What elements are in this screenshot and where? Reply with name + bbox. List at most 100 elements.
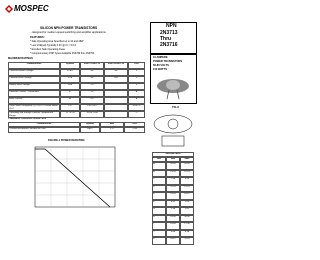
table-cell: V [128,69,145,76]
header-cell: Unit [124,122,145,127]
header-cell: 2N3714 2N3716 [104,62,128,69]
feature-item: * Complementary PNP Types Available 2N37… [30,52,95,55]
table-cell: C [152,177,166,185]
table-cell: D [152,184,166,192]
table-cell: IB [60,97,80,104]
table-cell: 17.30 [180,222,194,230]
description-line: 150 WATTS [153,68,167,71]
part-box [150,22,197,54]
subtitle: ...designed for medium-speed switching a… [30,31,107,34]
table-cell: 4.0 [80,97,104,104]
header-cell: 2N3713 2N3715 [80,62,104,69]
table-cell: G [152,207,166,215]
table-cell: 26.67 [180,192,194,200]
package-image [157,79,189,100]
package-name: TO-3 [172,105,179,109]
table-cell: °C/W [124,127,145,133]
table-cell: Emitter-Base Voltage [8,83,60,90]
table-cell: 10 [80,90,104,97]
table-cell: J [152,229,166,237]
header-cell: Symbol [80,122,100,127]
table-cell: 39.00 [166,162,180,170]
table-cell: V [128,76,145,83]
description-line: POWER TRANSISTORS [153,60,183,63]
table-cell: 100 [104,76,128,83]
table-cell [104,111,128,118]
table-cell: K [152,237,166,245]
derating-graph [34,146,116,208]
table-cell: -65 to +200 [80,111,104,118]
header-cell: Characteristic [8,122,80,127]
table-cell: 1.09 [180,199,194,207]
table-cell: B [152,169,166,177]
table-cell: 4.36 [180,229,194,237]
figure-caption: FIGURE-1 POWER DERATING [48,139,85,142]
table-cell: 12.19 [180,184,194,192]
part-number: 2N3716 [160,42,178,48]
table-cell: I [152,222,166,230]
header-cell: Symbol [60,62,80,69]
table-cell: 150 0.857 [80,104,104,111]
table-cell: 11.18 [166,184,180,192]
table-cell: 16.64 [166,222,180,230]
header-cell: Max [100,122,124,127]
table-cell: PD [60,104,80,111]
table-cell: VEB [60,83,80,90]
table-cell: 80 [104,69,128,76]
part-number: Thru [160,36,172,42]
description-box [150,54,197,104]
table-cell: Collector Current - Continuous [8,90,60,97]
header-cell: Unit [128,62,145,69]
header-cell: MAX [180,157,194,162]
table-cell [104,104,128,111]
table-cell: 19.28 [166,169,180,177]
table-cell: E [152,192,166,200]
table-cell: 1.17 [100,127,124,133]
table-cell: 60 [80,69,104,76]
table-cell: F [152,199,166,207]
header-cell: Characteristic [8,62,60,69]
logo-icon [5,5,13,13]
feature-item: * Excellent Safe Operating Areas [30,48,65,51]
table-cell: °C [128,111,145,118]
table-cell: V [128,83,145,90]
table-cell: RθJC [80,127,100,133]
part-type: NPN [166,23,177,29]
table-cell: 25.20 [166,192,180,200]
table-cell [104,90,128,97]
table-cell: Base Current [8,97,60,104]
table-cell: 80 [80,76,104,83]
table-cell: 1.62 [180,207,194,215]
table-cell: VCEO [60,69,80,76]
feature-item: * Safe Operating Area Specified up to 4A… [30,40,84,43]
table-cell: Collector-Base Voltage [8,76,60,83]
table-cell: A [128,90,145,97]
table-cell [104,97,128,104]
package-drawing [153,114,193,147]
table-cell: Collector-Emitter Voltage [8,69,60,76]
feature-item: * Low VCE(sat) Typically 0.3V @ IC = 5.0… [30,44,77,47]
table-cell: TJ,TSTG [60,111,80,118]
logo: MOSPEC [14,4,49,13]
table-cell: VCB [60,76,80,83]
part-number: 2N3713 [160,30,178,36]
max-ratings-heading: MAXIMUM RATINGS [8,57,33,60]
description-line: 60-80 VOLTS [153,64,169,67]
table-cell: 10.67 [166,237,180,245]
description-line: 10 AMPERE [153,56,168,59]
table-cell: A [152,162,166,170]
title: SILICON NPN POWER TRANSISTORS [40,26,98,30]
table-cell: 29.90 [166,214,180,222]
table-cell: Total Power Dissipation @TC=25°C Derate … [8,104,60,111]
table-cell: IC [60,90,80,97]
table-cell: 22.23 [180,169,194,177]
table-cell: 7.96 [166,177,180,185]
table-cell: A [128,97,145,104]
table-cell: 30.40 [180,214,194,222]
table-cell: 1.38 [166,207,180,215]
table-cell: 11.18 [180,237,194,245]
table-cell [104,83,128,90]
table-cell: 7.0 [80,83,104,90]
features-heading: FEATURES: [30,36,45,39]
thermal-heading: THERMAL CHARACTERISTICS [8,117,47,120]
